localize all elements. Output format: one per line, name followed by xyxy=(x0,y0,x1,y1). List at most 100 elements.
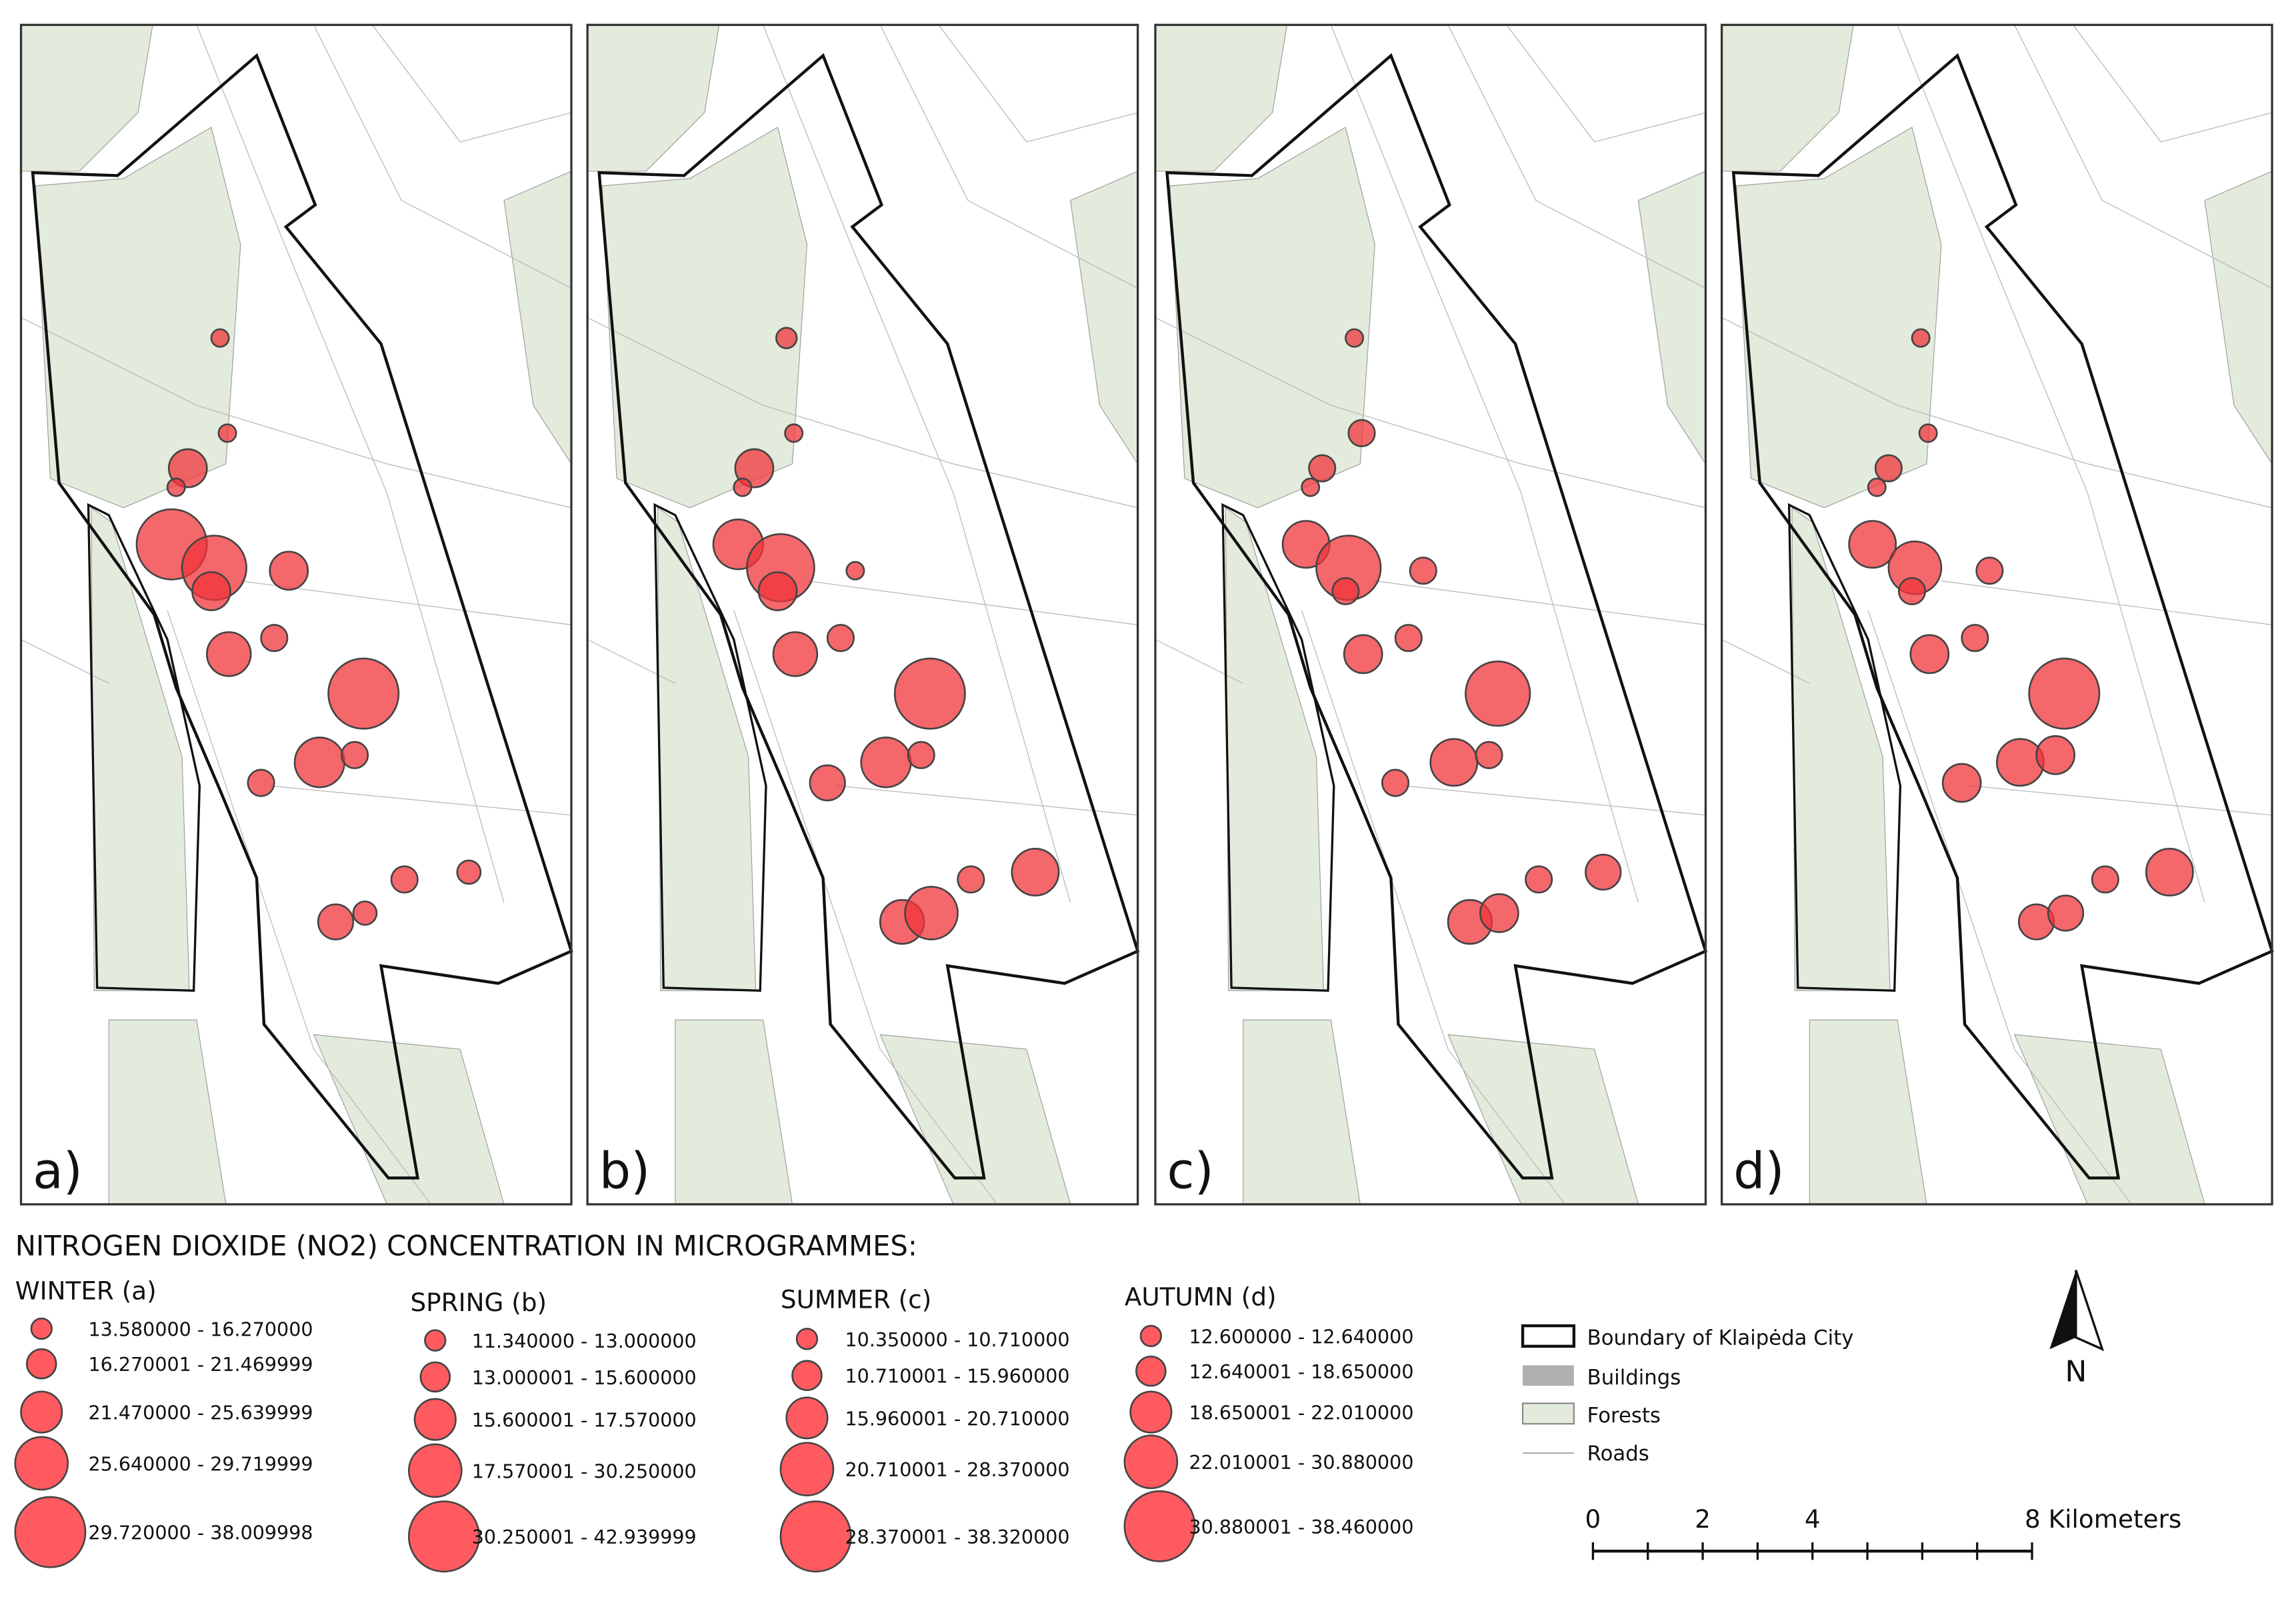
no2-site xyxy=(1909,634,1950,675)
class-label: 17.570001 - 30.250000 xyxy=(472,1460,697,1482)
no2-site xyxy=(260,624,289,653)
legend-symbol xyxy=(795,1328,819,1350)
class-label: 13.000001 - 15.600000 xyxy=(472,1367,697,1389)
legend-symbol xyxy=(1123,1434,1179,1490)
legend-symbol xyxy=(1139,1324,1163,1348)
north-label: N xyxy=(2065,1354,2087,1388)
class-label: 12.600000 - 12.640000 xyxy=(1189,1326,1413,1348)
legend-symbol xyxy=(25,1348,57,1380)
no2-site xyxy=(1918,423,1938,443)
legend-symbol xyxy=(14,1496,87,1568)
panel-label: d) xyxy=(1733,1142,1784,1200)
no2-site xyxy=(1409,557,1437,585)
no2-site xyxy=(2035,735,2076,775)
no2-site xyxy=(217,423,237,443)
no2-site xyxy=(167,448,208,489)
layer-label: Forests xyxy=(1587,1404,1661,1428)
basemap xyxy=(1155,25,1705,1204)
no2-site xyxy=(1475,741,1503,769)
class-label: 15.600001 - 17.570000 xyxy=(472,1410,697,1432)
no2-site xyxy=(1345,328,1365,348)
class-label: 22.010001 - 30.880000 xyxy=(1189,1452,1413,1474)
class-label: 12.640001 - 18.650000 xyxy=(1189,1361,1413,1383)
legend-symbol xyxy=(791,1360,823,1391)
no2-site xyxy=(845,561,865,581)
no2-site xyxy=(809,764,846,802)
no2-site xyxy=(2091,865,2119,894)
north-arrow: N xyxy=(2049,1270,2105,1388)
legend-symbol xyxy=(20,1390,63,1434)
no2-site xyxy=(269,551,309,591)
class-label: 10.350000 - 10.710000 xyxy=(845,1329,1070,1351)
no2-site xyxy=(1848,520,1897,569)
layer-label: Boundary of Klaipėda City xyxy=(1587,1326,1854,1350)
no2-site xyxy=(1911,328,1931,348)
no2-site xyxy=(757,571,798,611)
legend-symbol xyxy=(1135,1355,1167,1387)
season-title: SPRING (b) xyxy=(411,1288,547,1317)
no2-site xyxy=(1394,624,1423,653)
legend-symbol xyxy=(785,1396,829,1440)
legend-symbol xyxy=(30,1317,53,1340)
legend-symbol xyxy=(413,1398,457,1441)
map-panel: c) xyxy=(1155,25,1705,1204)
no2-site xyxy=(826,624,855,653)
panel-frame xyxy=(19,23,573,1206)
scale-label: 2 xyxy=(1695,1504,1711,1534)
no2-site xyxy=(317,903,355,940)
panel-frame xyxy=(586,23,1139,1206)
legend-symbol xyxy=(779,1442,835,1497)
no2-site xyxy=(1331,577,1360,606)
scale-label: 4 xyxy=(1805,1504,1821,1534)
no2-site xyxy=(1347,419,1376,447)
class-label: 13.580000 - 16.270000 xyxy=(89,1318,313,1340)
no2-site xyxy=(1011,848,1060,896)
no2-site xyxy=(2145,848,2194,896)
no2-site xyxy=(904,886,959,940)
no2-site xyxy=(293,737,346,789)
no2-site xyxy=(166,477,186,497)
map-panel: d) xyxy=(1722,25,2272,1204)
class-label: 21.470000 - 25.639999 xyxy=(89,1402,313,1424)
no2-site xyxy=(1585,853,1622,891)
no2-site xyxy=(1975,557,2004,585)
no2-site xyxy=(191,571,231,611)
class-label: 20.710001 - 28.370000 xyxy=(845,1459,1070,1481)
layer-symbol xyxy=(1521,1324,1576,1348)
panel-label: c) xyxy=(1167,1142,1214,1200)
class-label: 18.650001 - 22.010000 xyxy=(1189,1402,1413,1424)
no2-site xyxy=(2047,894,2085,932)
basemap xyxy=(21,25,571,1204)
legend-symbol xyxy=(779,1500,852,1573)
no2-site xyxy=(860,737,912,789)
no2-site xyxy=(1343,634,1383,675)
season-title: SUMMER (c) xyxy=(781,1285,931,1314)
no2-site xyxy=(1381,769,1410,797)
map-panel: b) xyxy=(587,25,1137,1204)
panel-frame xyxy=(1720,23,2273,1206)
no2-site xyxy=(327,657,400,730)
map-panel: a) xyxy=(21,25,571,1204)
basemap xyxy=(1722,25,2272,1204)
class-label: 30.880001 - 38.460000 xyxy=(1189,1516,1413,1538)
no2-site xyxy=(206,631,252,677)
legend-symbol xyxy=(1129,1390,1173,1434)
no2-site xyxy=(733,477,753,497)
legend-symbol xyxy=(419,1361,451,1393)
layer-label: Buildings xyxy=(1587,1366,1681,1390)
no2-site xyxy=(893,657,966,730)
no2-site xyxy=(1961,624,1989,653)
no2-site xyxy=(352,900,378,926)
season-title: WINTER (a) xyxy=(15,1276,157,1306)
class-label: 16.270001 - 21.469999 xyxy=(89,1354,313,1376)
no2-site xyxy=(907,741,935,769)
no2-site xyxy=(1301,477,1321,497)
legend-symbol xyxy=(1123,1490,1196,1562)
class-label: 30.250001 - 42.939999 xyxy=(472,1526,697,1548)
no2-site xyxy=(957,865,985,894)
no2-site xyxy=(734,448,775,489)
season-title: AUTUMN (d) xyxy=(1125,1282,1277,1311)
no2-site xyxy=(1525,865,1553,894)
no2-site xyxy=(1897,577,1927,606)
panel-label: a) xyxy=(33,1142,83,1200)
